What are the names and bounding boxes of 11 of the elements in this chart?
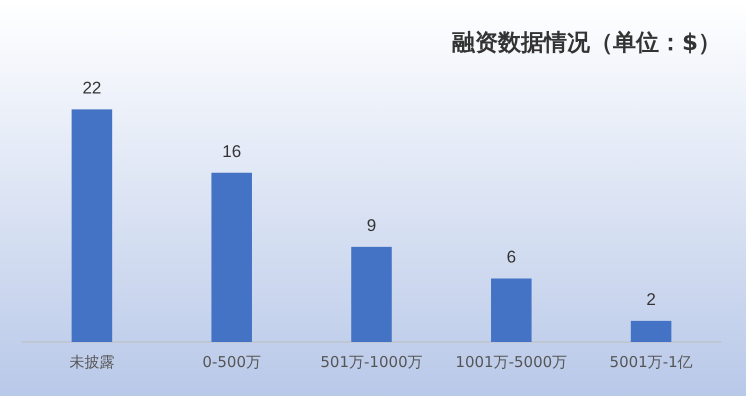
x-tick-label: 5001万-1亿 — [610, 352, 693, 371]
data-label: 9 — [366, 216, 376, 236]
x-tick-label: 0-500万 — [202, 352, 261, 371]
x-tick-label: 501万-1000万 — [320, 352, 423, 371]
data-label: 22 — [82, 78, 102, 98]
chart-title: 融资数据情况（单位：$） — [452, 30, 721, 56]
x-tick-label: 1001万-5000万 — [455, 352, 568, 371]
data-label: 16 — [222, 142, 242, 161]
data-label: 6 — [506, 248, 516, 267]
data-label: 2 — [646, 290, 656, 310]
x-tick-label: 未披露 — [69, 352, 114, 371]
